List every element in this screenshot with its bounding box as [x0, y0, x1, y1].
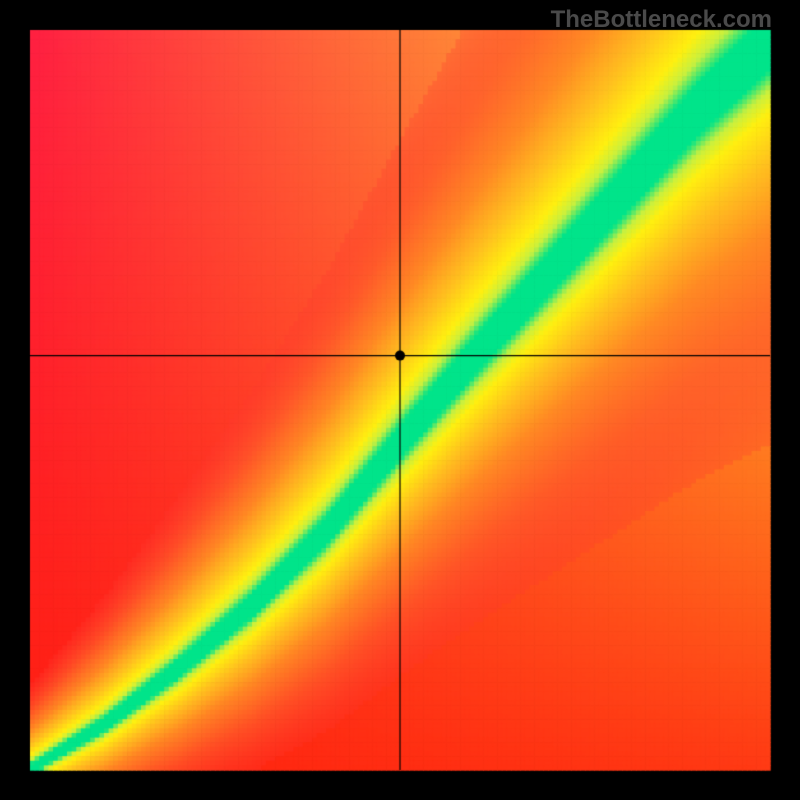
chart-container: TheBottleneck.com [0, 0, 800, 800]
heatmap-canvas [0, 0, 800, 800]
watermark-text: TheBottleneck.com [551, 6, 772, 34]
